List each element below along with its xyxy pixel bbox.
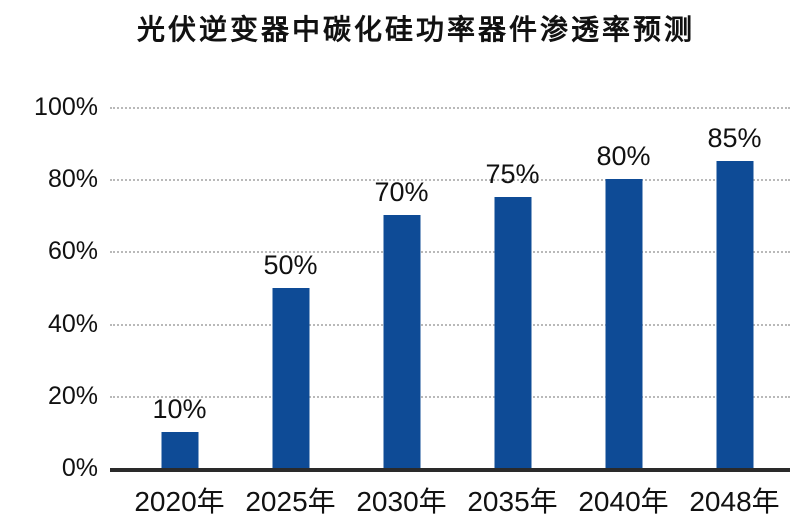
bar-value-label: 50%	[263, 249, 318, 280]
y-axis-tick-label: 100%	[34, 93, 98, 121]
bar-2020年	[161, 431, 198, 468]
bar-value-label: 10%	[152, 393, 207, 424]
gridline-20%	[110, 395, 790, 398]
gridline-60%	[110, 251, 790, 254]
gridline-100%	[110, 107, 790, 109]
x-axis-category-label: 2040年	[578, 486, 669, 517]
bar-2030年	[383, 215, 420, 468]
x-axis-category-label: 2025年	[245, 486, 336, 517]
x-axis-category-label: 2020年	[134, 486, 225, 517]
bar-group-2020年: 10% 2020年	[124, 107, 235, 517]
bar-group-2025年: 50% 2025年	[235, 107, 346, 518]
y-axis-tick-label: 40%	[47, 309, 98, 338]
bar-group-2035年: 75% 2035年	[457, 107, 568, 517]
bar-2040年	[605, 179, 642, 468]
bar-2048年	[716, 161, 753, 468]
y-axis-tick-label: 0%	[61, 454, 98, 482]
bar-value-label: 75%	[485, 159, 540, 190]
bars-row: 10% 2020年 50% 2025年 70% 2030年 75% 2035年 80% 2040年…	[110, 107, 790, 518]
x-axis-category-label: 2048年	[689, 486, 780, 517]
bar-2025年	[272, 287, 309, 468]
bar-value-label: 80%	[596, 141, 651, 172]
bar-group-2030年: 70% 2030年	[346, 107, 457, 517]
plot-area: 0% 20% 40% 60% 80% 100% 10% 2020年 50% 2025年 70% 203…	[34, 93, 790, 518]
y-axis-tick-label: 60%	[47, 237, 98, 266]
x-axis-category-label: 2035年	[467, 486, 558, 517]
gridline-40%	[110, 323, 790, 326]
x-axis-category-label: 2030年	[356, 486, 447, 517]
bar-2035年	[494, 197, 531, 468]
gridline-80%	[110, 179, 790, 182]
bar-value-label: 85%	[707, 123, 762, 154]
y-axis-tick-label: 80%	[47, 165, 98, 194]
y-axis-tick-label: 20%	[47, 381, 98, 410]
bar-group-2040年: 80% 2040年	[568, 107, 679, 517]
chart-title: 光伏逆变器中碳化硅功率器件渗透率预测	[136, 14, 695, 45]
bar-value-label: 70%	[374, 177, 429, 208]
bar-group-2048年: 85% 2048年	[679, 107, 790, 517]
